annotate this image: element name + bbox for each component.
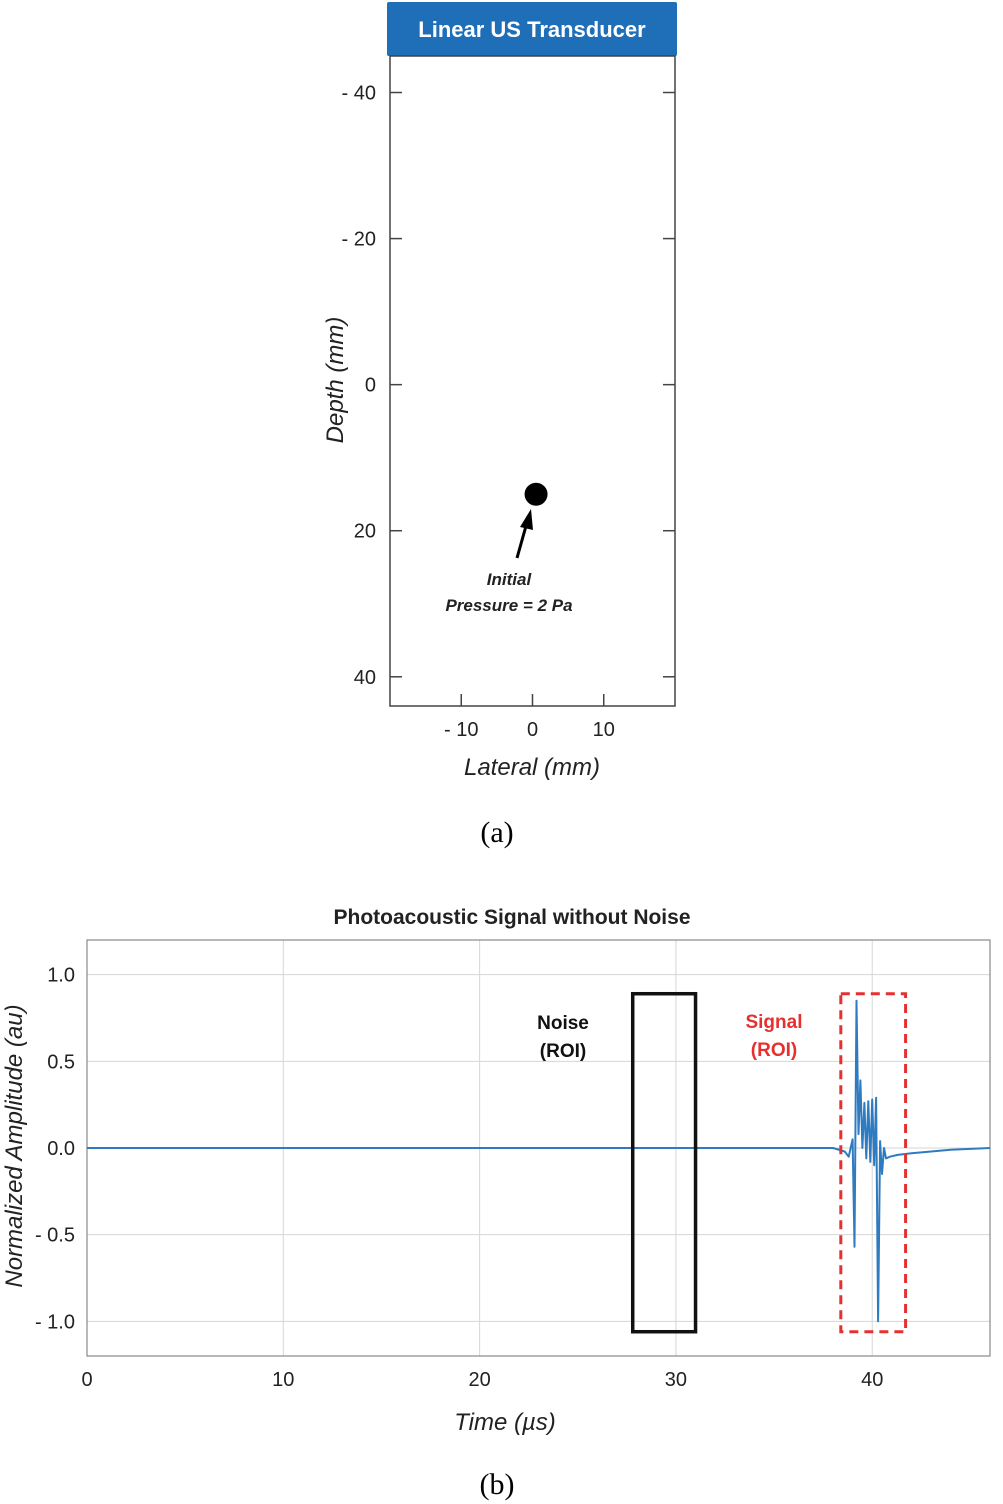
- noise-roi-box: [630, 991, 698, 1334]
- chart-b-title: Photoacoustic Signal without Noise: [333, 906, 690, 929]
- y-tick-label: - 0.5: [35, 1225, 75, 1247]
- y-tick-label: 0.5: [47, 1051, 75, 1073]
- caption-a: (a): [480, 816, 513, 849]
- x-tick-label: 40: [861, 1369, 883, 1391]
- panel-b: Photoacoustic Signal without Noise 1.0 0.…: [1, 906, 991, 1501]
- x-tick-label: 30: [665, 1369, 687, 1391]
- signal-roi-box: [839, 992, 908, 1334]
- signal-roi-label-2: (ROI): [751, 1040, 797, 1061]
- plot-b-ticks: 1.0 0.5 0.0 - 0.5 - 1.0 0 10 20 30 40: [35, 965, 883, 1391]
- y-tick-label: - 40: [342, 83, 376, 105]
- transducer-header-label: Linear US Transducer: [418, 17, 646, 42]
- x-tick-label: 10: [593, 719, 615, 741]
- y-axis-label-a: Depth (mm): [322, 317, 349, 444]
- x-tick-label: - 10: [444, 719, 478, 741]
- y-tick-label: 20: [354, 521, 376, 543]
- x-axis-label-b: Time (µs): [454, 1409, 556, 1436]
- y-tick-label: 40: [354, 667, 376, 689]
- signal-series-line: [87, 999, 991, 1323]
- noise-roi-label-2: (ROI): [540, 1041, 586, 1062]
- x-tick-label: 20: [468, 1369, 490, 1391]
- annotation-line-1: Initial: [487, 570, 533, 589]
- y-tick-label: 0.0: [47, 1138, 75, 1160]
- annotation-line-2: Pressure = 2 Pa: [445, 596, 572, 615]
- annotation-arrow: [515, 509, 533, 559]
- y-axis-label-b: Normalized Amplitude (au): [1, 1004, 28, 1287]
- x-tick-label: 0: [81, 1369, 92, 1391]
- x-tick-label: 10: [272, 1369, 294, 1391]
- panel-a: Linear US Transducer - 40 - 20 0 20 40 - 10 0 1…: [322, 2, 677, 849]
- signal-roi-label-1: Signal: [745, 1012, 802, 1033]
- y-tick-label: - 20: [342, 229, 376, 251]
- caption-b: (b): [480, 1468, 515, 1501]
- plot-a-ticks: - 40 - 20 0 20 40 - 10 0 10: [342, 83, 675, 741]
- y-tick-label: 0: [365, 375, 376, 397]
- transducer-header: [387, 2, 677, 56]
- noise-roi-label-1: Noise: [537, 1013, 589, 1034]
- y-tick-label: - 1.0: [35, 1311, 75, 1333]
- x-tick-label: 0: [527, 719, 538, 741]
- initial-pressure-point: [524, 482, 548, 506]
- x-axis-label-a: Lateral (mm): [464, 754, 600, 781]
- y-tick-label: 1.0: [47, 965, 75, 987]
